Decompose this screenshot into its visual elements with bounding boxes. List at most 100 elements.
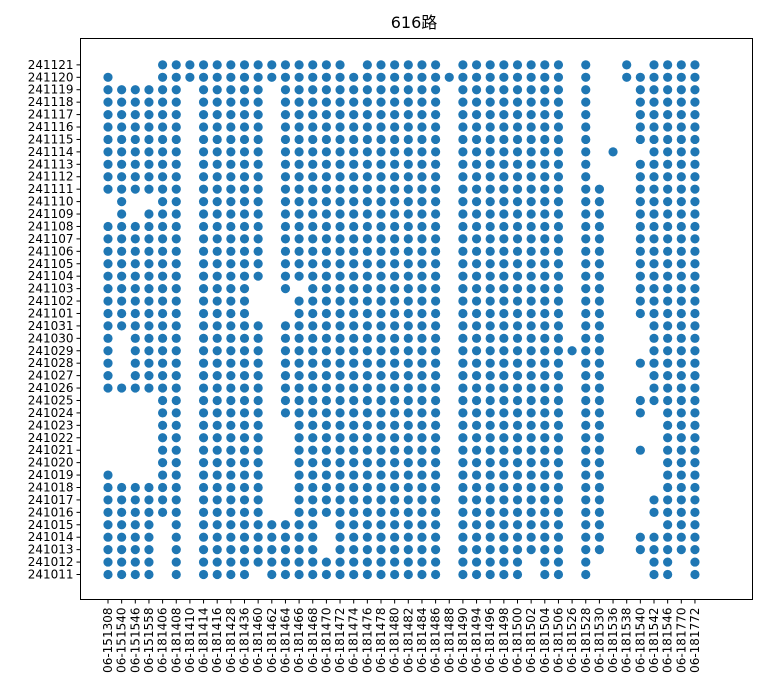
x-tick-label: 06-181472 bbox=[333, 608, 347, 673]
data-point bbox=[676, 470, 686, 480]
x-tick-label: 06-181436 bbox=[238, 608, 252, 673]
data-point bbox=[349, 532, 359, 542]
data-point bbox=[581, 532, 591, 542]
data-point bbox=[130, 122, 140, 132]
data-point bbox=[512, 172, 523, 182]
data-point bbox=[362, 445, 372, 455]
data-point bbox=[676, 72, 686, 82]
data-point bbox=[635, 532, 645, 542]
data-point bbox=[526, 545, 536, 555]
data-point bbox=[581, 482, 591, 493]
data-point bbox=[335, 85, 345, 95]
data-point bbox=[171, 545, 181, 555]
data-point bbox=[321, 346, 331, 356]
data-point bbox=[362, 408, 372, 418]
data-point bbox=[144, 557, 154, 567]
data-point bbox=[635, 395, 645, 406]
data-point bbox=[212, 346, 222, 356]
data-point bbox=[690, 470, 700, 480]
data-point bbox=[403, 569, 413, 580]
x-tick-label: 06-151540 bbox=[115, 608, 129, 673]
data-point bbox=[308, 209, 318, 219]
data-point bbox=[540, 458, 550, 468]
data-point bbox=[526, 134, 536, 145]
x-tick-label: 06-181476 bbox=[360, 608, 374, 673]
data-point bbox=[471, 433, 482, 443]
data-point bbox=[553, 420, 564, 430]
data-point bbox=[171, 197, 181, 207]
data-point bbox=[335, 134, 345, 145]
data-point bbox=[212, 159, 222, 169]
data-point bbox=[171, 284, 181, 294]
data-point bbox=[253, 358, 263, 368]
data-point bbox=[321, 321, 331, 331]
data-point bbox=[663, 557, 673, 567]
data-point bbox=[144, 246, 154, 256]
data-point bbox=[321, 296, 331, 306]
data-point bbox=[485, 346, 495, 356]
data-point bbox=[103, 109, 113, 120]
data-point bbox=[663, 197, 673, 207]
data-point bbox=[117, 134, 127, 145]
data-point bbox=[676, 109, 686, 120]
data-point bbox=[417, 445, 427, 455]
data-point bbox=[390, 134, 400, 145]
data-point bbox=[417, 371, 427, 381]
data-point bbox=[349, 85, 359, 95]
data-point bbox=[294, 520, 304, 530]
x-tick-label: 06-181496 bbox=[483, 608, 497, 673]
data-point bbox=[458, 284, 468, 294]
data-point bbox=[676, 408, 686, 418]
data-point bbox=[390, 420, 400, 430]
data-point bbox=[512, 557, 523, 567]
data-point bbox=[458, 346, 468, 356]
data-point bbox=[417, 134, 427, 145]
data-point bbox=[540, 532, 550, 542]
data-point bbox=[335, 545, 345, 555]
data-point bbox=[253, 184, 263, 194]
data-point bbox=[226, 495, 236, 505]
data-point bbox=[239, 197, 250, 207]
x-tick-label: 06-181546 bbox=[661, 608, 675, 673]
data-point bbox=[431, 246, 441, 256]
data-point bbox=[171, 271, 181, 281]
data-point bbox=[212, 557, 222, 567]
data-point bbox=[376, 408, 386, 418]
data-point bbox=[103, 495, 113, 505]
data-point bbox=[226, 159, 236, 169]
data-point bbox=[349, 433, 359, 443]
data-point bbox=[376, 172, 386, 182]
data-point bbox=[362, 122, 372, 132]
data-point bbox=[512, 433, 523, 443]
x-tick-label: 06-181506 bbox=[551, 608, 565, 673]
data-point bbox=[581, 395, 591, 406]
data-point bbox=[253, 197, 263, 207]
data-point bbox=[103, 246, 113, 256]
data-point bbox=[198, 470, 209, 480]
data-point bbox=[294, 134, 304, 145]
y-tick-label: 241027 bbox=[28, 369, 74, 383]
data-point bbox=[117, 221, 127, 232]
data-point bbox=[335, 147, 345, 157]
data-point bbox=[512, 134, 523, 145]
data-point bbox=[690, 159, 700, 169]
data-point bbox=[130, 346, 140, 356]
data-point bbox=[594, 246, 605, 256]
data-point bbox=[144, 358, 154, 368]
data-point bbox=[239, 333, 250, 343]
data-point bbox=[403, 408, 413, 418]
data-point bbox=[471, 184, 482, 194]
y-tick-label: 241114 bbox=[28, 145, 74, 159]
data-point bbox=[144, 346, 154, 356]
data-point bbox=[335, 109, 345, 120]
data-point bbox=[676, 221, 686, 232]
data-point bbox=[499, 296, 509, 306]
data-point bbox=[212, 545, 222, 555]
data-point bbox=[526, 85, 536, 95]
data-point bbox=[226, 557, 236, 567]
data-point bbox=[553, 395, 564, 406]
data-point bbox=[485, 172, 495, 182]
data-point bbox=[663, 383, 673, 393]
data-point bbox=[649, 60, 659, 70]
data-point bbox=[471, 308, 482, 319]
